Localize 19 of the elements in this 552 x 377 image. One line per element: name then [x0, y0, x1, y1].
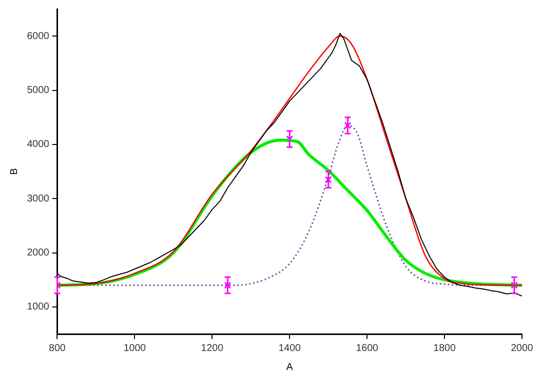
y-tick-label: 4000 [26, 139, 50, 150]
x-tick-label: 1800 [433, 342, 456, 354]
x-tick-label: 1200 [201, 342, 224, 354]
y-axis-title: B [8, 168, 20, 175]
x-axis-title: A [286, 362, 294, 373]
y-tick-label: 2000 [26, 248, 50, 258]
x-tick-label: 1000 [124, 342, 146, 354]
x-tick-label: 800 [48, 342, 66, 354]
point [344, 122, 352, 130]
x-tick-label: 1400 [278, 342, 302, 354]
y-tick-label: 5000 [26, 85, 50, 96]
y-tick-label: 1000 [26, 302, 50, 313]
point [324, 176, 332, 184]
x-tick-label: 1600 [356, 342, 379, 354]
y-tick-label: 6000 [26, 30, 50, 42]
point [510, 282, 518, 289]
x-tick-label: 2000 [510, 342, 534, 354]
y-tick-label: 3000 [26, 193, 50, 204]
point [224, 282, 232, 289]
